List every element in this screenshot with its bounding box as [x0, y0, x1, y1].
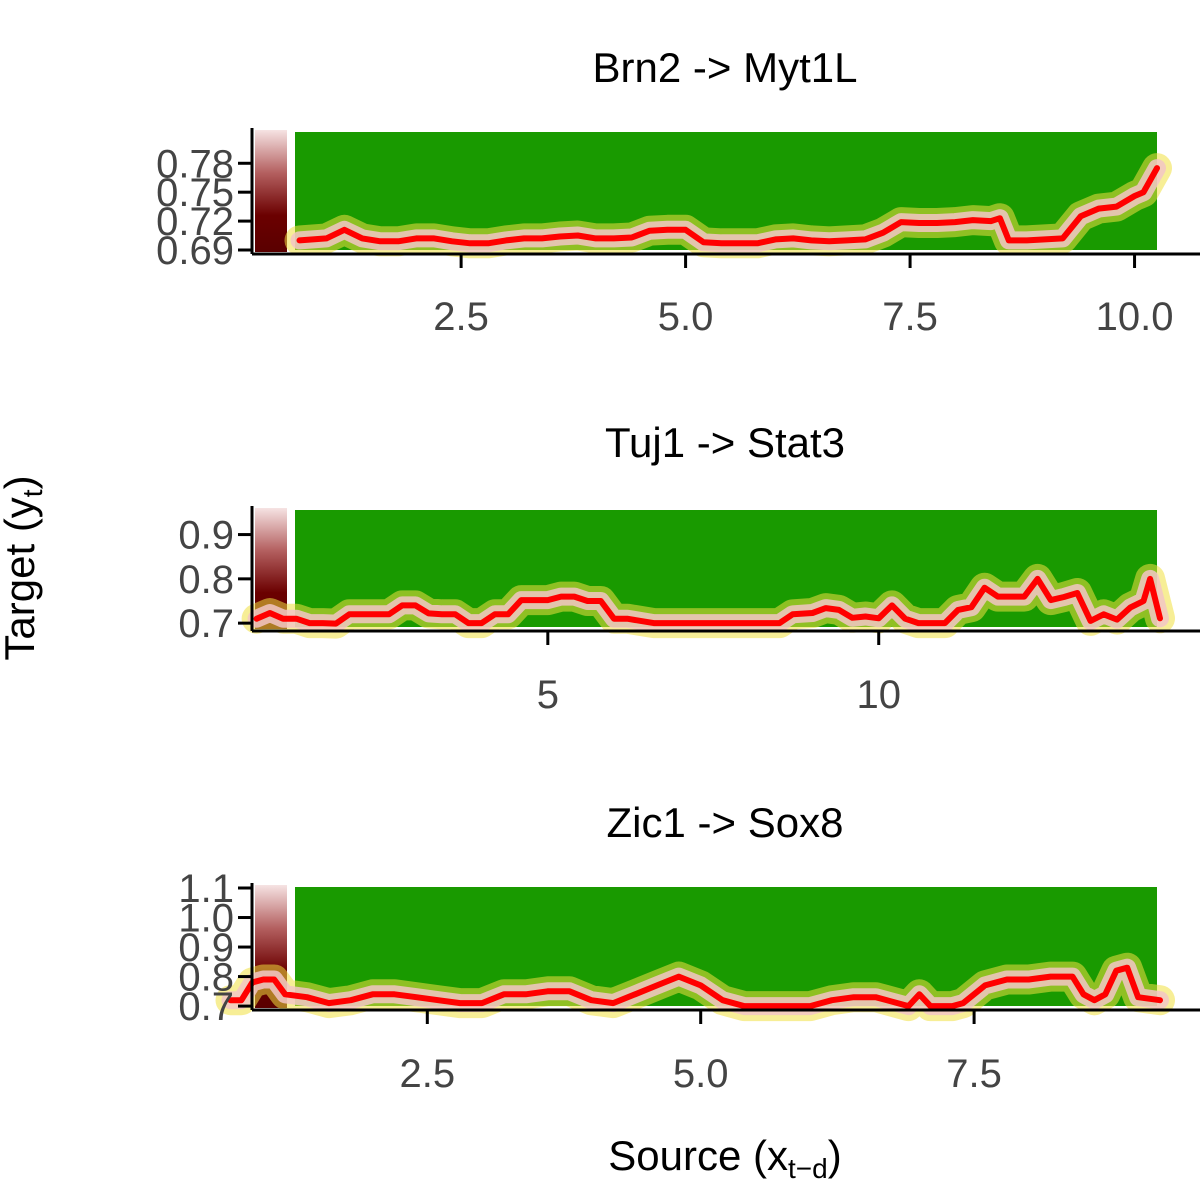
conditional-mean-line	[296, 165, 1160, 247]
x-tick-label: 10	[856, 673, 901, 717]
x-tick-label: 5	[537, 673, 559, 717]
conditional-mean-line	[253, 575, 1163, 627]
y-tick-label: 0.75	[156, 171, 234, 215]
y-tick-label: 0.69	[156, 229, 234, 273]
panel-brn2-myt1l: Brn2 -> Myt1L 0.690.720.750.78 2.5 5.0 7.5 1…	[156, 44, 1200, 339]
marginal-density-strip	[255, 130, 287, 252]
x-tick-label: 5.0	[658, 295, 714, 339]
y-tick-label: 0.8	[178, 956, 234, 1000]
conditional-mean-line	[227, 964, 1163, 1010]
panel-title: Brn2 -> Myt1L	[593, 44, 858, 91]
y-tick-label: 0.9	[178, 926, 234, 970]
x-axis-title: Source (xt−d)	[608, 1132, 841, 1184]
x-tick-label: 7.5	[946, 1052, 1002, 1096]
y-tick-label: 0.7	[178, 985, 234, 1029]
panel-tuj1-stat3: Tuj1 -> Stat3 0.70.80.9 5 10	[178, 419, 1200, 717]
x-tick-label: 5.0	[673, 1052, 729, 1096]
y-tick-label: 0.7	[178, 602, 234, 646]
x-tick-label: 7.5	[882, 295, 938, 339]
x-tick-label: 2.5	[433, 295, 489, 339]
y-axis-title: Target (yt)	[0, 475, 48, 660]
y-tick-label: 0.9	[178, 514, 234, 558]
panel-title: Tuj1 -> Stat3	[605, 419, 845, 466]
x-tick-label: 10.0	[1096, 295, 1174, 339]
panel-zic1-sox8: Zic1 -> Sox8 0.70.80.91.01.1 2.5 5.0 7.5	[178, 799, 1200, 1096]
y-tick-label: 0.78	[156, 142, 234, 186]
y-tick-label: 0.8	[178, 558, 234, 602]
y-tick-label: 1.1	[178, 867, 234, 911]
y-tick-label: 1.0	[178, 897, 234, 941]
y-tick-label: 0.72	[156, 200, 234, 244]
panel-title: Zic1 -> Sox8	[607, 799, 844, 846]
x-tick-label: 2.5	[400, 1052, 456, 1096]
